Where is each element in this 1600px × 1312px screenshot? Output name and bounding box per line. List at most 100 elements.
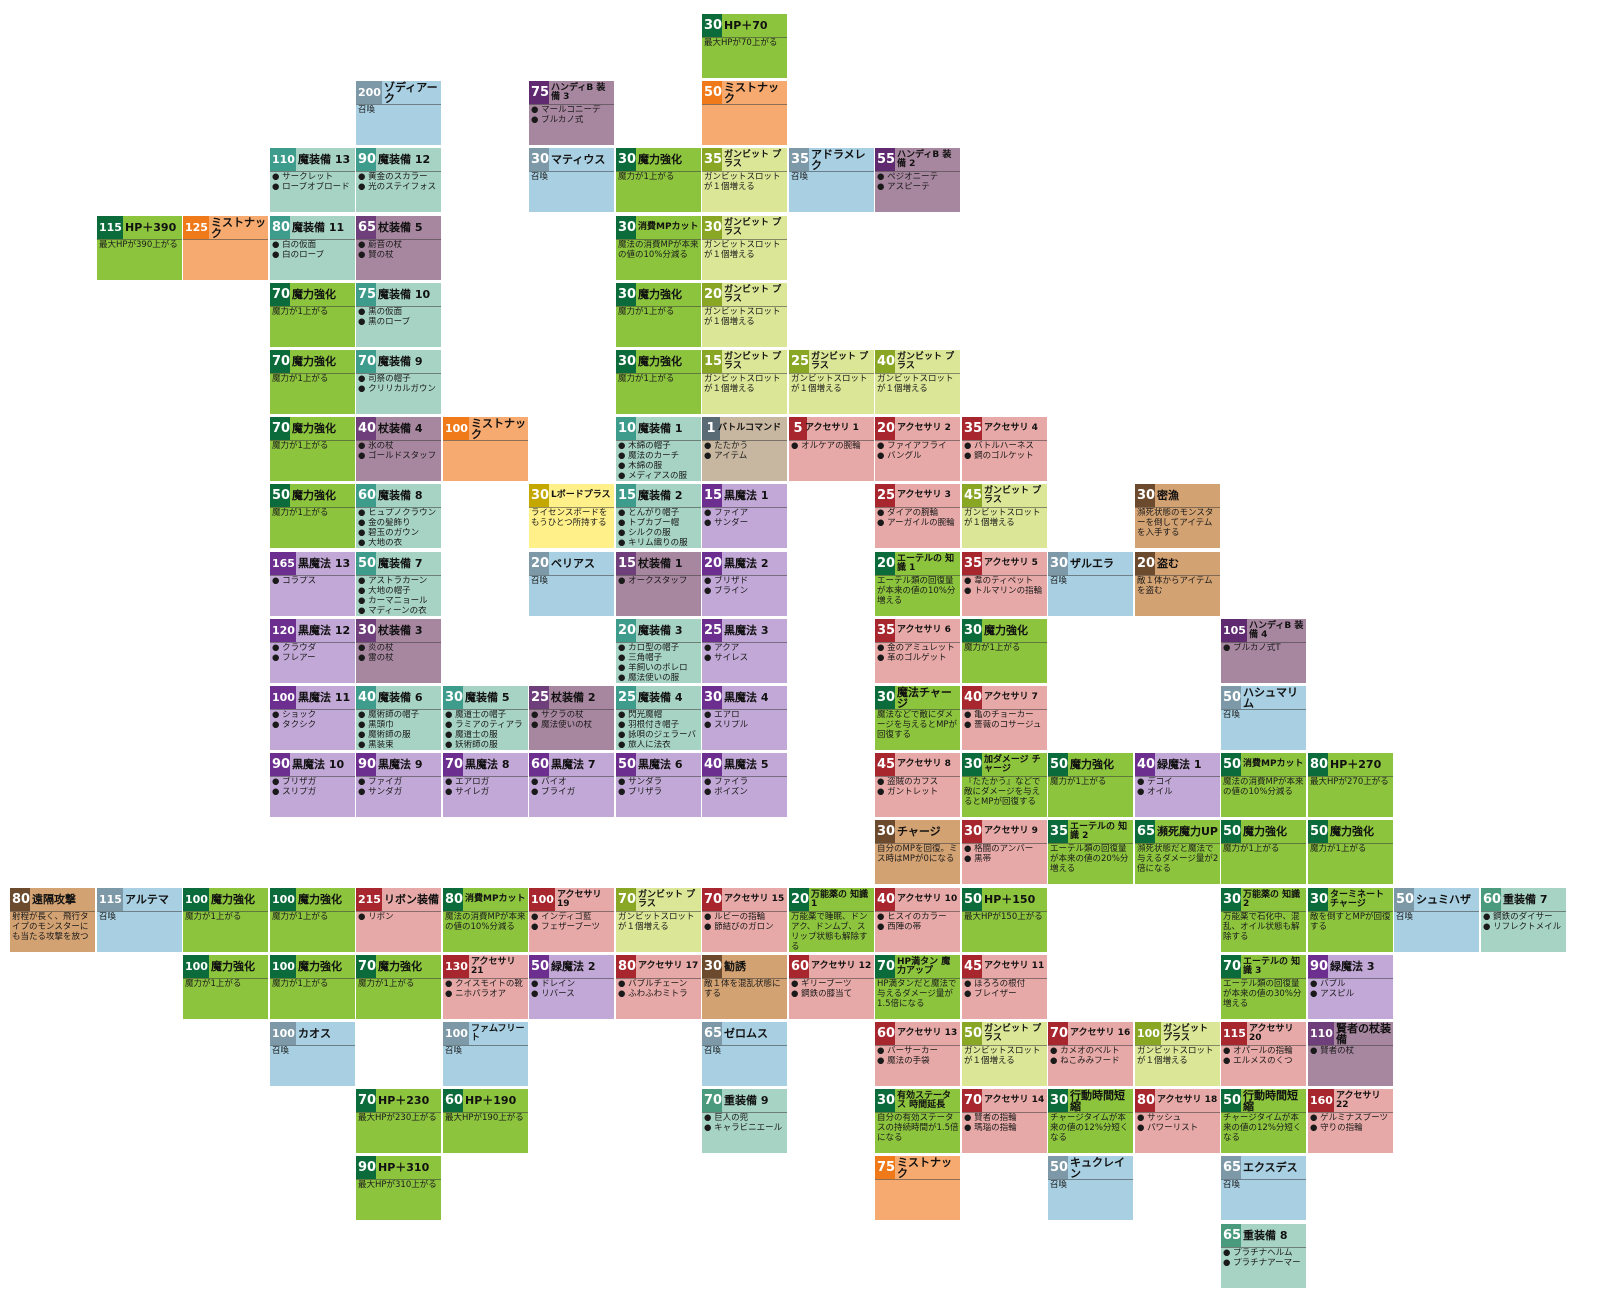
license-tile[interactable]: 80 消費MPカット 魔法の消費MPが本来の値の10%分減る [442,887,529,953]
license-tile[interactable]: 75 魔装備 10 ● 黒の仮面 ● 黒のローブ [355,282,442,348]
license-tile[interactable]: 45 アクセサリ 8 ● 盗賊のカフス ● ガントレット [874,752,961,818]
license-tile[interactable]: 100 魔力強化 魔力が1上がる [269,954,356,1020]
license-tile[interactable]: 30 加ダメージ チャージ 『たたかう』などで敵にダメージを与えるとMPが回復する [961,752,1048,818]
license-tile[interactable]: 115 アルテマ 召喚 [96,887,183,953]
license-tile[interactable]: 90 黒魔法 10 ● ブリザガ ● スリプガ [269,752,356,818]
license-tile[interactable]: 70 魔装備 9 ● 司祭の帽子 ● クリリカルガウン [355,349,442,415]
license-tile[interactable]: 65 重装備 8 ● プラチナヘルム ● プラチナアーマー [1220,1223,1307,1289]
license-tile[interactable]: 110 賢者の杖装備 ● 賢者の杖 [1307,1021,1394,1087]
license-tile[interactable]: 50 HP＋150 最大HPが150上がる [961,887,1048,953]
license-tile[interactable]: 35 アクセサリ 5 ● 韋のティペット ● トルマリンの指輪 [961,551,1048,617]
license-tile[interactable]: 130 アクセサリ 21 ● クイスモイトの靴 ● ニホパラオア [442,954,529,1020]
license-tile[interactable]: 160 アクセサリ 22 ● ゲルミナスブーツ ● 守りの指輪 [1307,1088,1394,1154]
license-tile[interactable]: 30 魔装備 5 ● 魔道士の帽子 ● ラミアのティアラ ● 魔道士の服 ● 妖術師の服 [442,685,529,751]
license-tile[interactable]: 70 黒魔法 8 ● エアロガ ● サイレガ [442,752,529,818]
license-tile[interactable]: 45 アクセサリ 11 ● ほろろの根付 ● ブレイザー [961,954,1048,1020]
license-tile[interactable]: 100 カオス 召喚 [269,1021,356,1087]
license-tile[interactable]: 60 アクセサリ 12 ● ギリーブーツ ● 鋼鉄の膝当て [788,954,875,1020]
license-tile[interactable]: 30 ザルエラ 召喚 [1047,551,1134,617]
license-tile[interactable]: 10 魔装備 1 ● 木綿の帽子 ● 魔法のカーチ ● 木綿の服 ● メディアスの服 [615,416,702,482]
license-tile[interactable]: 70 魔力強化 魔力が1上がる [269,282,356,348]
license-tile[interactable]: 65 エクスデス 召喚 [1220,1155,1307,1221]
license-tile[interactable]: 30 HP＋70 最大HPが70上がる [701,13,788,79]
license-tile[interactable]: 30 黒魔法 4 ● エアロ ● スリプル [701,685,788,751]
license-tile[interactable]: 30 密漁 瀕死状態のモンスターを倒してアイテムを入手する [1134,483,1221,549]
license-tile[interactable]: 35 アクセサリ 6 ● 金のアミュレット ● 革のゴルゲット [874,618,961,684]
license-tile[interactable]: 40 黒魔法 5 ● ファイラ ● ポイズン [701,752,788,818]
license-tile[interactable]: 80 アクセサリ 18 ● サッシュ ● パワーリスト [1134,1088,1221,1154]
license-tile[interactable]: 35 ガンビット プラス ガンビットスロットが１個増える [701,147,788,213]
license-tile[interactable]: 15 魔装備 2 ● とんがり帽子 ● トプカブー帽 ● シルクの服 ● キリム織りの服 [615,483,702,549]
license-tile[interactable]: 100 ガンビット プラス ガンビットスロットが１個増える [1134,1021,1221,1087]
license-tile[interactable]: 35 アクセサリ 4 ● バトルハーネス ● 鋼のゴルケット [961,416,1048,482]
license-tile[interactable]: 65 ゼロムス 召喚 [701,1021,788,1087]
license-tile[interactable]: 30 杖装備 3 ● 炎の杖 ● 雷の杖 [355,618,442,684]
license-tile[interactable]: 40 アクセサリ 10 ● ヒスイのカラー ● 西陣の帯 [874,887,961,953]
license-tile[interactable]: 120 黒魔法 12 ● クラウダ ● フレアー [269,618,356,684]
license-tile[interactable]: 70 アクセサリ 16 ● カメオのベルト ● ねこみみフード [1047,1021,1134,1087]
license-tile[interactable]: 5 アクセサリ 1 ● オルケアの腕輪 [788,416,875,482]
license-tile[interactable]: 70 エーテルの 知識 3 エーテル類の回復量が本来の値の30%分増える [1220,954,1307,1020]
license-tile[interactable]: 70 ガンビット プラス ガンビットスロットが１個増える [615,887,702,953]
license-tile[interactable]: 30 消費MPカット 魔法の消費MPが本来の値の10%分減る [615,215,702,281]
license-tile[interactable]: 70 アクセサリ 14 ● 賢者の指輪 ● 瑪瑙の指輪 [961,1088,1048,1154]
license-tile[interactable]: 110 魔装備 13 ● サークレット ● ローブオブロード [269,147,356,213]
license-tile[interactable]: 20 ベリアス 召喚 [528,551,615,617]
license-tile[interactable]: 90 魔装備 12 ● 黄金のスカラー ● 光のステイフォス [355,147,442,213]
license-tile[interactable]: 25 杖装備 2 ● サクラの杖 ● 魔法使いの杖 [528,685,615,751]
license-tile[interactable]: 30 マティウス 召喚 [528,147,615,213]
license-tile[interactable]: 100 魔力強化 魔力が1上がる [269,887,356,953]
license-tile[interactable]: 50 ガンビット プラス ガンビットスロットが１個増える [961,1021,1048,1087]
license-tile[interactable]: 40 アクセサリ 7 ● 亀のチョーカー ● 薔薇のコサージュ [961,685,1048,751]
license-tile[interactable]: 60 アクセサリ 13 ● バーサーカー ● 魔法の手袋 [874,1021,961,1087]
license-tile[interactable]: 80 魔装備 11 ● 白の仮面 ● 白のローブ [269,215,356,281]
license-tile[interactable]: 115 アクセサリ 20 ● オパールの指輪 ● エルメスのくつ [1220,1021,1307,1087]
license-tile[interactable]: 65 瀕死魔力UP 瀕死状態だと魔法で与えるダメージ量が2倍になる [1134,819,1221,885]
license-tile[interactable]: 60 黒魔法 7 ● バイオ ● ブライガ [528,752,615,818]
license-tile[interactable]: 35 エーテルの 知識 2 エーテル類の回復量が本来の値の20%分増える [1047,819,1134,885]
license-tile[interactable]: 35 アドラメレク 召喚 [788,147,875,213]
license-tile[interactable]: 80 アクセサリ 17 ● バブルチェーン ● ふわふわミトラ [615,954,702,1020]
license-tile[interactable]: 40 魔装備 6 ● 魔術師の帽子 ● 黒頭巾 ● 魔術師の服 ● 黒装束 [355,685,442,751]
license-tile[interactable]: 100 魔力強化 魔力が1上がる [182,887,269,953]
license-tile[interactable]: 50 魔力強化 魔力が1上がる [1220,819,1307,885]
license-tile[interactable]: 100 ミストナック [442,416,529,482]
license-tile[interactable]: 50 緑魔法 2 ● ドレイン ● リバース [528,954,615,1020]
license-tile[interactable]: 30 有効ステータス 時間延長 自分の有効ステータスの持続時間が1.5倍になる [874,1088,961,1154]
license-tile[interactable]: 30 勧誘 敵１体を混乱状態にする [701,954,788,1020]
license-tile[interactable]: 50 行動時間短縮 チャージタイムが本来の値の12%分短くなる [1220,1088,1307,1154]
license-tile[interactable]: 15 黒魔法 1 ● ファイア ● サンダー [701,483,788,549]
license-tile[interactable]: 30 アクセサリ 9 ● 格闘のアンバー ● 黒帯 [961,819,1048,885]
license-tile[interactable]: 60 重装備 7 ● 鋼鉄のダイサー ● リフレクトメイル [1480,887,1567,953]
license-tile[interactable]: 25 ガンビット プラス ガンビットスロットが１個増える [788,349,875,415]
license-tile[interactable]: 55 ハンディB 装備 2 ● ペジオニーテ ● アスピーテ [874,147,961,213]
license-tile[interactable]: 20 ガンビット プラス ガンビットスロットが１個増える [701,282,788,348]
license-tile[interactable]: 200 ゾディアーク 召喚 [355,80,442,146]
license-tile[interactable]: 90 HP＋310 最大HPが310上がる [355,1155,442,1221]
license-tile[interactable]: 50 魔力強化 魔力が1上がる [1047,752,1134,818]
license-tile[interactable]: 50 魔装備 7 ● アストラカーン ● 大地の帽子 ● カーマニョール ● マディーンの… [355,551,442,617]
license-tile[interactable]: 50 ハシュマリム 召喚 [1220,685,1307,751]
license-tile[interactable]: 50 消費MPカット 魔法の消費MPが本来の値の10%分減る [1220,752,1307,818]
license-tile[interactable]: 50 黒魔法 6 ● サンダラ ● ブリザラ [615,752,702,818]
license-tile[interactable]: 50 ミストナック [701,80,788,146]
license-tile[interactable]: 30 ターミネート チャージ 敵を倒すとMPが回復する [1307,887,1394,953]
license-tile[interactable]: 65 杖装備 5 ● 蔚音の杖 ● 賢の杖 [355,215,442,281]
license-tile[interactable]: 50 シュミハザ 召喚 [1393,887,1480,953]
license-tile[interactable]: 70 HP満タン 魔力アップ HP満タンだと魔法で与えるダメージ量が1.5倍になる [874,954,961,1020]
license-tile[interactable]: 30 万能薬の 知識 2 万能薬で石化中、混乱、オイル状態も解除する [1220,887,1307,953]
license-tile[interactable]: 15 ガンビット プラス ガンビットスロットが１個増える [701,349,788,415]
license-tile[interactable]: 30 チャージ 自分のMPを回復。ミス時はMPが0になる [874,819,961,885]
license-tile[interactable]: 60 HP＋190 最大HPが190上がる [442,1088,529,1154]
license-tile[interactable]: 125 ミストナック [182,215,269,281]
license-tile[interactable]: 45 ガンビット プラス ガンビットスロットが１個増える [961,483,1048,549]
license-tile[interactable]: 75 ミストナック [874,1155,961,1221]
license-tile[interactable]: 25 魔装備 4 ● 閃光魔帽 ● 羽根付き帽子 ● 詠唄のジェラーバ ● 旅人に法衣 [615,685,702,751]
license-tile[interactable]: 80 HP＋270 最大HPが270上がる [1307,752,1394,818]
license-tile[interactable]: 90 緑魔法 3 ● バブル ● アスピル [1307,954,1394,1020]
license-tile[interactable]: 100 黒魔法 11 ● ショック ● タクシク [269,685,356,751]
license-tile[interactable]: 50 キュクレイン 召喚 [1047,1155,1134,1221]
license-tile[interactable]: 20 盗む 敵１体からアイテムを盗む [1134,551,1221,617]
license-tile[interactable]: 70 重装備 9 ● 巨人の兜 ● キャラビニエール [701,1088,788,1154]
license-tile[interactable]: 30 行動時間短縮 チャージタイムが本来の値の12%分短くなる [1047,1088,1134,1154]
